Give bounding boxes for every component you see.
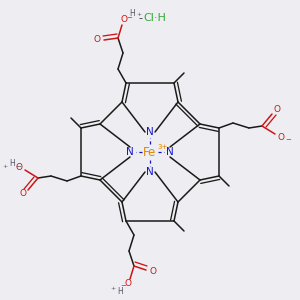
Text: −: − [120, 283, 126, 289]
Text: Fe: Fe [143, 146, 157, 158]
Text: O: O [124, 280, 131, 289]
Text: O: O [94, 35, 100, 44]
Text: N: N [146, 167, 154, 177]
Text: +: + [110, 286, 116, 292]
Text: H: H [117, 286, 123, 296]
Text: -: - [138, 13, 142, 23]
Text: +: + [2, 164, 8, 169]
Text: 3+: 3+ [158, 144, 168, 150]
Text: −: − [15, 164, 21, 170]
Text: +: + [136, 13, 142, 17]
Text: N: N [166, 147, 174, 157]
Text: O: O [149, 268, 157, 277]
Text: N: N [146, 127, 154, 137]
Text: Cl·H: Cl·H [144, 13, 166, 23]
Text: O: O [274, 106, 280, 115]
Text: N: N [126, 147, 134, 157]
Text: O: O [121, 16, 128, 25]
Text: O: O [20, 190, 26, 199]
Text: O: O [16, 163, 22, 172]
Text: H: H [9, 160, 15, 169]
Text: O: O [278, 133, 284, 142]
Text: H: H [129, 8, 135, 17]
Text: −: − [126, 15, 132, 21]
Text: −: − [285, 137, 291, 143]
